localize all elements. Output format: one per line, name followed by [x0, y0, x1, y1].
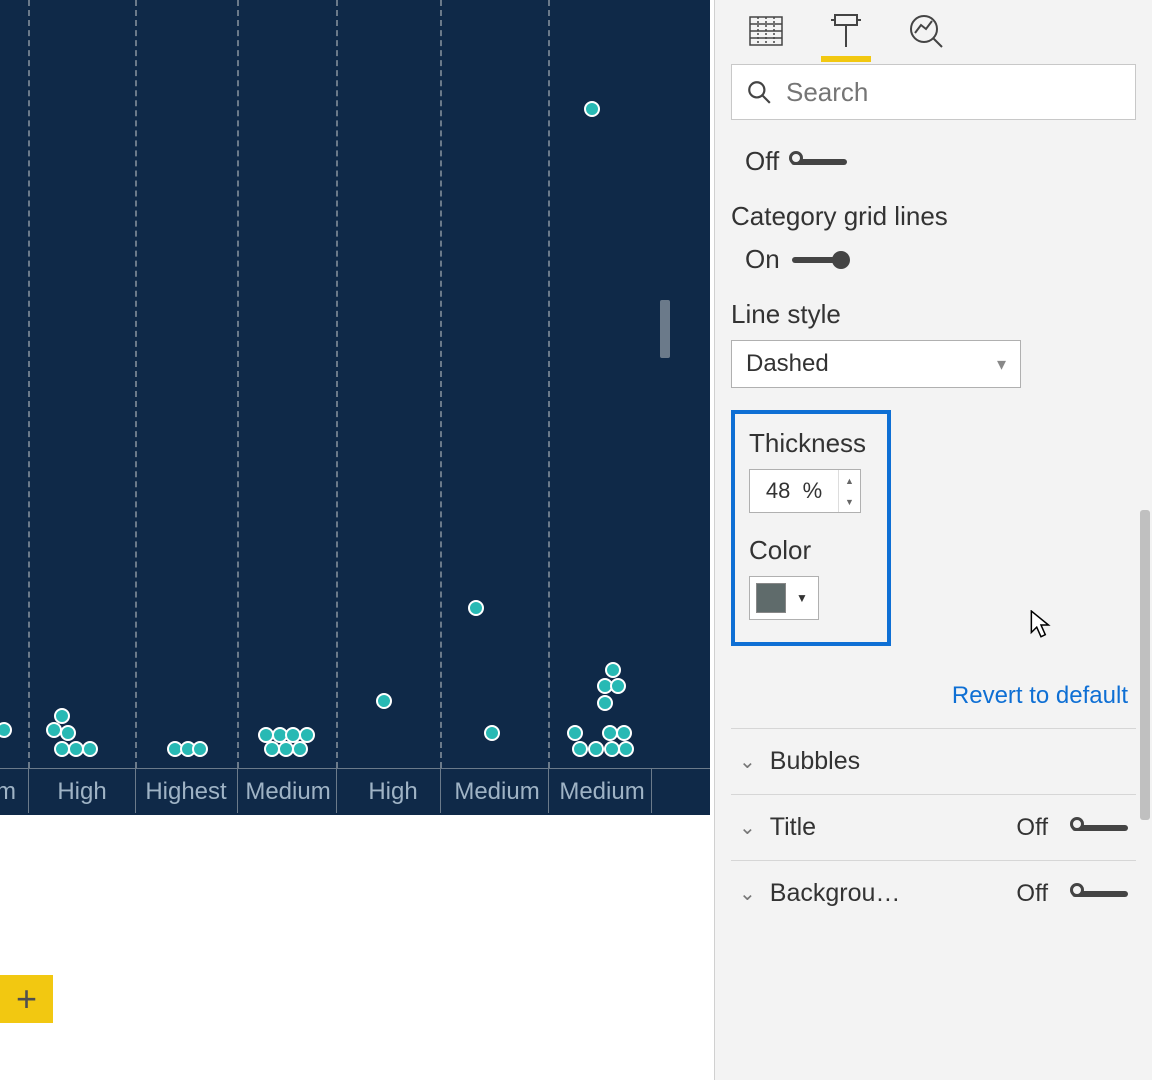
chevron-down-icon: ⌄: [739, 749, 756, 774]
color-label: Color: [749, 535, 873, 566]
data-point[interactable]: [376, 693, 392, 709]
chart-scrollbar-thumb[interactable]: [660, 300, 670, 358]
search-input-wrap[interactable]: [731, 64, 1136, 120]
format-panel: Off Category grid lines On Line style Da…: [714, 0, 1152, 1080]
x-axis-label: High: [57, 778, 106, 806]
accordion-state: Off: [1016, 814, 1048, 842]
revert-to-default-link[interactable]: Revert to default: [731, 682, 1128, 710]
category-gridlines-toggle-row: On: [745, 244, 1136, 275]
gridline-vertical: [336, 0, 338, 768]
data-point[interactable]: [567, 725, 583, 741]
thickness-decrement[interactable]: ▼: [839, 491, 860, 512]
data-point[interactable]: [468, 600, 484, 616]
category-gridlines-label: Category grid lines: [731, 201, 1136, 232]
x-axis-label: m: [0, 778, 16, 806]
accordion-backgrou[interactable]: ⌄ Backgrou… Off: [731, 860, 1136, 926]
axis-tick: [548, 768, 549, 813]
thickness-increment[interactable]: ▲: [839, 470, 860, 491]
tab-format-icon[interactable]: [825, 10, 867, 52]
thickness-spinner[interactable]: 48 % ▲ ▼: [749, 469, 861, 513]
thickness-value[interactable]: 48 %: [750, 470, 838, 512]
color-swatch: [756, 583, 786, 613]
chevron-down-icon: ▾: [997, 354, 1006, 375]
format-panel-body: Off Category grid lines On Line style Da…: [715, 128, 1152, 1080]
data-point[interactable]: [588, 741, 604, 757]
axis-tick: [440, 768, 441, 813]
accordion-label: Title: [770, 813, 816, 842]
thickness-color-highlight: Thickness 48 % ▲ ▼ Color ▼: [731, 410, 891, 646]
axis-tick: [28, 768, 29, 813]
gridline-vertical: [440, 0, 442, 768]
gridline-vertical: [135, 0, 137, 768]
data-point[interactable]: [605, 662, 621, 678]
category-gridlines-toggle[interactable]: [792, 252, 848, 268]
data-point[interactable]: [484, 725, 500, 741]
color-picker[interactable]: ▼: [749, 576, 819, 620]
prev-option-toggle-label: Off: [745, 146, 779, 177]
data-point[interactable]: [292, 741, 308, 757]
data-point[interactable]: [60, 725, 76, 741]
data-point[interactable]: [192, 741, 208, 757]
panel-scrollbar-thumb[interactable]: [1140, 510, 1150, 820]
caret-down-icon: ▼: [796, 591, 812, 605]
accordion-label: Backgrou…: [770, 879, 901, 908]
panel-tabs: [715, 0, 1152, 52]
x-axis-label: Medium: [559, 778, 644, 806]
search-icon: [746, 79, 772, 105]
add-page-button[interactable]: +: [0, 975, 53, 1023]
x-axis-label: High: [368, 778, 417, 806]
thickness-label: Thickness: [749, 428, 873, 459]
prev-option-toggle-row: Off: [745, 146, 1136, 177]
axis-tick: [651, 768, 652, 813]
accordion-state: Off: [1016, 880, 1048, 908]
data-point[interactable]: [584, 101, 600, 117]
x-axis-label: Medium: [245, 778, 330, 806]
scatter-chart[interactable]: m High Highest Medium High Medium Medium: [0, 0, 710, 815]
line-style-label: Line style: [731, 299, 1136, 330]
panel-scrollbar[interactable]: [1138, 140, 1152, 1080]
data-point[interactable]: [82, 741, 98, 757]
accordion-toggle[interactable]: [1072, 886, 1128, 902]
x-axis-line: [0, 768, 710, 769]
gridline-vertical: [28, 0, 30, 768]
chart-area: m High Highest Medium High Medium Medium +: [0, 0, 714, 1080]
accordion-bubbles[interactable]: ⌄ Bubbles: [731, 728, 1136, 794]
x-axis-label: Highest: [145, 778, 226, 806]
chart-scrollbar-vertical[interactable]: [660, 0, 670, 768]
data-point[interactable]: [572, 741, 588, 757]
axis-tick: [237, 768, 238, 813]
chevron-down-icon: ⌄: [739, 815, 756, 840]
data-point[interactable]: [0, 722, 12, 738]
axis-tick: [135, 768, 136, 813]
prev-option-toggle[interactable]: [791, 154, 847, 170]
line-style-select[interactable]: Dashed ▾: [731, 340, 1021, 388]
x-axis-label: Medium: [454, 778, 539, 806]
axis-tick: [336, 768, 337, 813]
tab-analytics-icon[interactable]: [905, 10, 947, 52]
accordion-toggle[interactable]: [1072, 820, 1128, 836]
accordion-title[interactable]: ⌄ Title Off: [731, 794, 1136, 860]
category-gridlines-toggle-label: On: [745, 244, 780, 275]
data-point[interactable]: [616, 725, 632, 741]
data-point[interactable]: [597, 695, 613, 711]
line-style-value: Dashed: [746, 350, 829, 378]
chevron-down-icon: ⌄: [739, 881, 756, 906]
gridline-vertical: [548, 0, 550, 768]
data-point[interactable]: [610, 678, 626, 694]
gridline-vertical: [237, 0, 239, 768]
tab-fields-icon[interactable]: [745, 10, 787, 52]
accordion-label: Bubbles: [770, 747, 860, 776]
data-point[interactable]: [618, 741, 634, 757]
search-input[interactable]: [786, 77, 1121, 108]
